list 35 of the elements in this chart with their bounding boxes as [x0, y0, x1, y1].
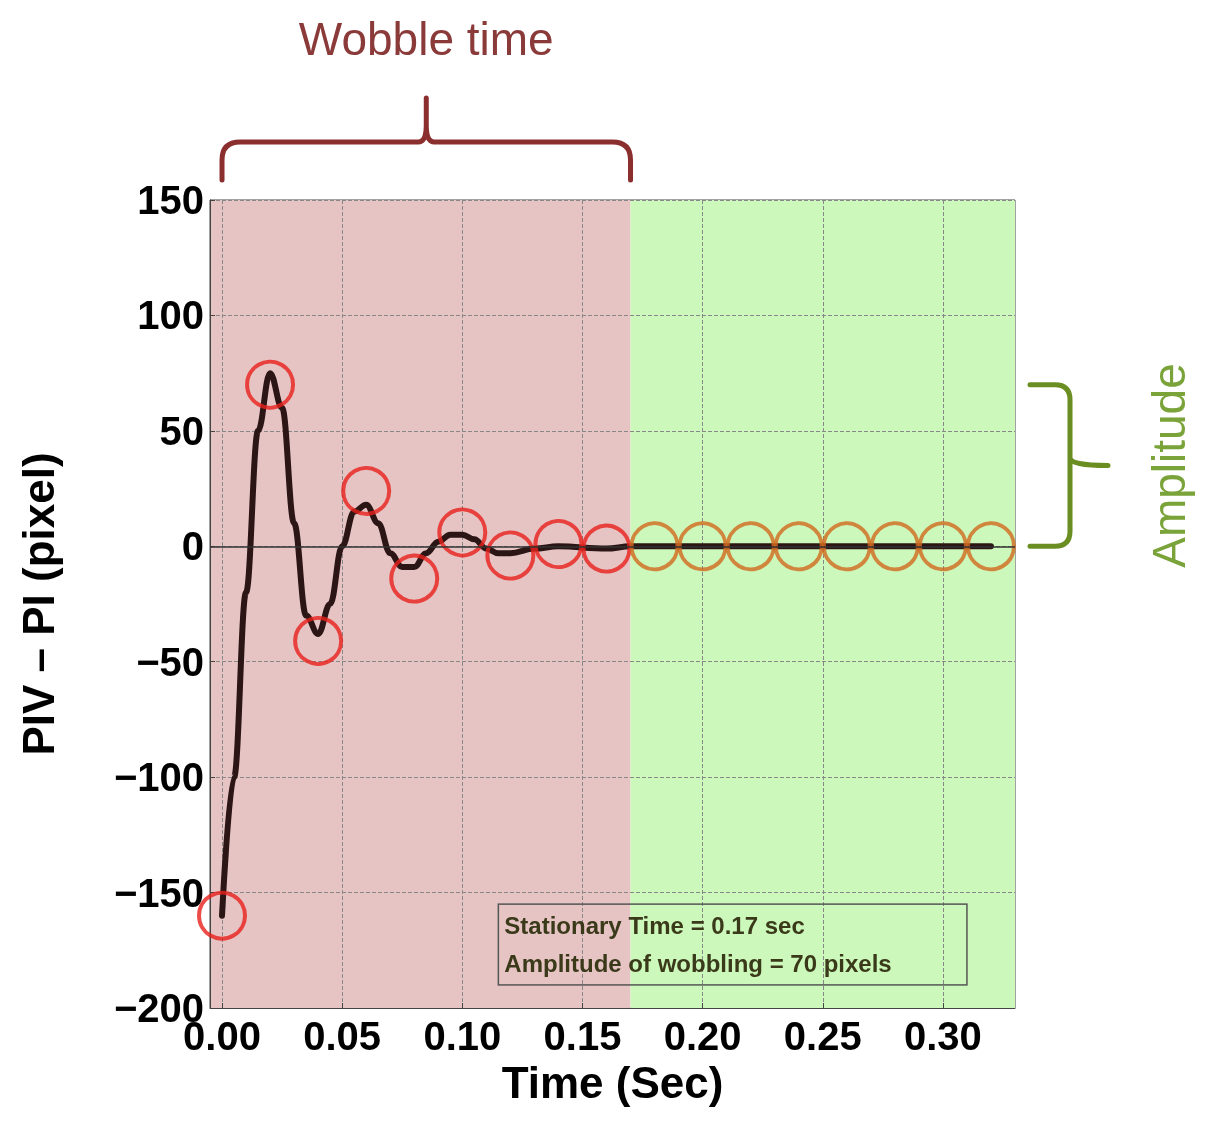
y-tick-label: −150: [113, 870, 204, 915]
x-tick-label: 0.15: [543, 1014, 622, 1058]
point: [485, 530, 536, 581]
annotation: Amplitude of wobbling = 70 pixels: [504, 950, 892, 978]
y-tick-label: −50: [136, 639, 204, 684]
x-tick-label: 0.10: [423, 1014, 502, 1058]
point: [245, 359, 296, 410]
x-tick-label: 0.05: [303, 1014, 382, 1058]
point: [677, 521, 728, 572]
y-tick-label: −100: [113, 755, 204, 800]
point: [773, 521, 824, 572]
point: [581, 523, 632, 574]
y-tick-label: 100: [137, 293, 204, 338]
annotation: Stationary Time = 0.17 sec: [504, 912, 805, 940]
point: [389, 553, 440, 604]
y-tick-label: 150: [137, 178, 204, 222]
y-axis-title: PIV – PI (pixel): [13, 452, 63, 756]
text: Wobble time: [298, 13, 554, 65]
x-tick-label: 0.25: [783, 1014, 862, 1058]
point: [869, 521, 920, 572]
x-tick-label: 0.20: [663, 1014, 742, 1058]
y-tick-label: 0: [181, 524, 204, 569]
point: [341, 465, 392, 516]
y-tick-label: 50: [159, 408, 204, 453]
point: [533, 518, 584, 569]
x-tick-label: 0.30: [903, 1014, 982, 1058]
point: [917, 521, 968, 572]
point: [725, 521, 776, 572]
text: Amplitude: [1143, 363, 1195, 568]
x-axis-title: Time (Sec): [501, 1058, 724, 1108]
point: [437, 507, 488, 558]
point: [966, 521, 1016, 572]
point: [821, 521, 872, 572]
point: [629, 521, 680, 572]
point: [293, 615, 344, 666]
